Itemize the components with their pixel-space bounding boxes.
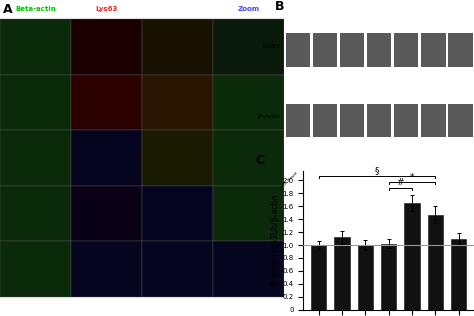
Bar	[0, 19, 71, 75]
Bar	[340, 104, 365, 137]
Bar	[394, 33, 419, 67]
Text: C: C	[255, 154, 264, 167]
Bar	[213, 186, 284, 241]
Bar	[71, 130, 142, 186]
Bar	[142, 19, 213, 75]
Bar	[213, 241, 284, 297]
Bar	[381, 244, 396, 310]
Bar	[428, 215, 443, 310]
Bar	[394, 104, 419, 137]
Text: HG+siUBE 48h: HG+siUBE 48h	[435, 171, 460, 197]
Bar	[0, 186, 71, 241]
Text: β-Actin: β-Actin	[258, 114, 281, 119]
Text: Overlay: Overlay	[163, 7, 193, 12]
Bar	[448, 104, 473, 137]
Text: HG+scramble 48h: HG+scramble 48h	[402, 171, 433, 202]
Bar	[340, 33, 365, 67]
Bar	[313, 104, 337, 137]
Text: HG 48h: HG 48h	[392, 171, 406, 185]
Text: scramble: scramble	[308, 171, 325, 188]
Bar	[142, 130, 213, 186]
Bar	[0, 130, 71, 186]
Bar	[142, 241, 213, 297]
Bar	[71, 186, 142, 241]
Text: §: §	[375, 166, 379, 175]
Text: #: #	[397, 179, 404, 187]
Text: A: A	[3, 3, 12, 16]
Bar	[71, 241, 142, 297]
Text: siUBE: siUBE	[340, 171, 352, 182]
Bar	[213, 130, 284, 186]
Text: B: B	[275, 0, 284, 13]
Bar	[0, 75, 71, 130]
Bar	[286, 33, 310, 67]
Bar	[213, 19, 284, 75]
Bar	[142, 75, 213, 130]
Text: HCE Basal: HCE Basal	[280, 171, 298, 189]
Bar	[367, 33, 392, 67]
Text: LG 48h: LG 48h	[365, 171, 379, 185]
Text: Beta-actin: Beta-actin	[15, 7, 56, 12]
Text: Zoom: Zoom	[238, 7, 260, 12]
Text: Lys63: Lys63	[263, 44, 281, 49]
Bar	[421, 33, 446, 67]
Bar	[142, 186, 213, 241]
Bar	[286, 104, 310, 137]
Bar	[367, 104, 392, 137]
Y-axis label: β-actin Lys63Ub/β-actin: β-actin Lys63Ub/β-actin	[271, 195, 280, 285]
Bar	[448, 33, 473, 67]
Bar	[313, 33, 337, 67]
Text: *: *	[410, 173, 414, 182]
Bar	[71, 75, 142, 130]
Bar	[71, 19, 142, 75]
Bar	[451, 239, 466, 310]
Bar	[421, 104, 446, 137]
Text: Lys63: Lys63	[95, 7, 118, 12]
Bar	[358, 245, 373, 310]
Bar	[404, 203, 419, 310]
Bar	[335, 237, 350, 310]
Bar	[213, 75, 284, 130]
Bar	[0, 241, 71, 297]
Bar	[311, 245, 326, 310]
